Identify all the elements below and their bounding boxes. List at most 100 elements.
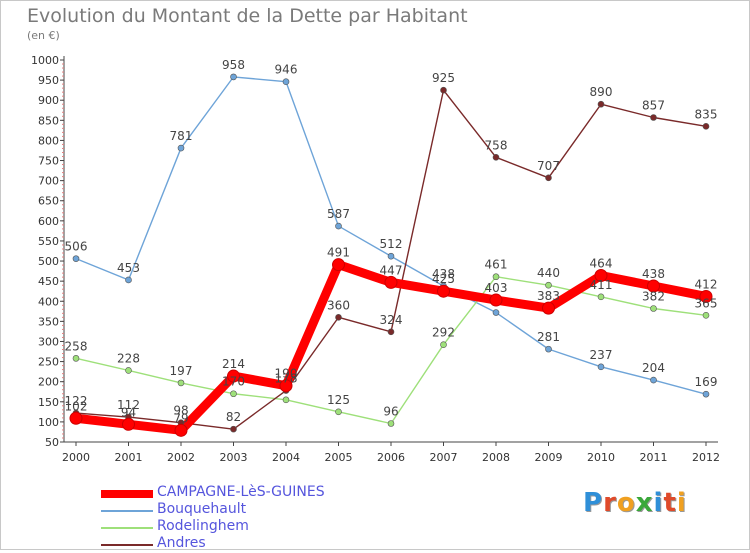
- data-point-1-10: [597, 363, 605, 371]
- data-point-3-3: [230, 425, 237, 433]
- data-label-3-1: 112: [117, 398, 140, 412]
- legend-item-campagne[interactable]: CAMPAGNE-LèS-GUINES: [101, 484, 421, 502]
- legend-swatch-rodelinghem: [101, 527, 153, 529]
- y-tick-label: 400: [38, 295, 59, 308]
- data-labels: 102 94 79 214 190 491 447 425 403 383 464 438 412 506…: [65, 58, 718, 425]
- legend-item-bouquehault[interactable]: Bouquehault: [101, 501, 421, 519]
- data-point-0-1: [122, 417, 135, 431]
- data-point-0-9: [542, 301, 555, 315]
- data-label-2-12: 365: [695, 296, 718, 310]
- x-tick-label: 2003: [220, 451, 248, 464]
- data-point-2-9: [545, 281, 552, 289]
- data-label-2-10: 411: [590, 278, 613, 292]
- series-line-1: [75, 76, 707, 395]
- data-point-1-8: [492, 309, 500, 316]
- x-tick-label: 2005: [325, 451, 353, 464]
- data-point-0-2: [174, 423, 188, 437]
- y-tick-label: 1000: [31, 54, 59, 67]
- data-label-0-12: 412: [695, 277, 718, 291]
- data-point-2-8: [492, 273, 500, 281]
- data-point-2-10: [597, 293, 605, 301]
- data-label-0-6: 447: [380, 263, 403, 277]
- data-label-1-11: 204: [642, 361, 665, 375]
- y-tick-label: 650: [38, 195, 59, 208]
- data-label-2-9: 440: [537, 266, 560, 280]
- data-label-0-4: 190: [275, 367, 298, 381]
- y-tick-label: 700: [38, 175, 59, 188]
- data-label-2-5: 125: [327, 393, 350, 407]
- data-point-2-1: [125, 367, 132, 374]
- legend-swatch-campagne: [101, 490, 153, 498]
- y-tick-label: 550: [38, 235, 59, 248]
- legend: CAMPAGNE-LèS-GUINES Bouquehault Rodeling…: [101, 484, 421, 553]
- data-point-3-8: [492, 154, 500, 161]
- y-tick-label: 500: [38, 255, 59, 268]
- data-point-0-8: [489, 293, 503, 307]
- x-tick-label: 2000: [62, 451, 90, 464]
- data-label-3-2: 98: [173, 404, 188, 418]
- data-label-0-2: 79: [173, 411, 188, 425]
- x-tick-label: 2007: [430, 451, 458, 464]
- data-label-3-9: 707: [537, 159, 560, 173]
- data-label-2-7: 292: [432, 326, 455, 340]
- data-label-0-3: 214: [222, 357, 245, 371]
- legend-label-bouquehault: Bouquehault: [157, 501, 247, 517]
- data-label-0-0: 102: [65, 399, 88, 413]
- data-point-2-4: [282, 396, 290, 404]
- data-point-3-5: [335, 314, 342, 321]
- data-point-2-0: [72, 355, 80, 362]
- data-point-3-7: [440, 86, 447, 94]
- y-tick-label: 750: [38, 155, 59, 168]
- data-point-2-11: [650, 305, 657, 312]
- x-tick-label: 2008: [482, 451, 510, 464]
- legend-swatch-bouquehault: [101, 510, 153, 512]
- x-tick-label: 2006: [377, 451, 405, 464]
- data-point-3-10: [597, 100, 605, 108]
- data-label-1-6: 512: [380, 237, 403, 251]
- data-label-1-9: 281: [537, 330, 560, 344]
- legend-item-rodelinghem[interactable]: Rodelinghem: [101, 518, 421, 536]
- chart-title: Evolution du Montant de la Dette par Hab…: [27, 5, 468, 27]
- logo-letter: x: [635, 488, 654, 518]
- data-point-1-9: [545, 345, 552, 353]
- data-label-1-4: 946: [275, 63, 298, 77]
- data-label-1-10: 237: [590, 348, 613, 362]
- data-label-0-10: 464: [590, 257, 613, 271]
- y-tick-label: 900: [38, 94, 59, 107]
- data-point-3-9: [545, 174, 552, 182]
- data-label-0-5: 491: [327, 246, 350, 260]
- data-point-0-6: [384, 275, 398, 289]
- data-point-3-6: [387, 328, 395, 336]
- data-point-0-5: [332, 258, 345, 272]
- data-point-2-7: [440, 341, 447, 348]
- y-tick-label: 800: [38, 134, 59, 147]
- data-point-0-0: [69, 411, 83, 425]
- legend-label-campagne: CAMPAGNE-LèS-GUINES: [157, 484, 325, 500]
- data-label-1-12: 169: [695, 375, 718, 389]
- y-tick-label: 200: [38, 376, 59, 389]
- data-label-1-2: 781: [170, 129, 193, 143]
- x-tick-label: 2002: [167, 451, 195, 464]
- x-tick-label: 2011: [640, 451, 668, 464]
- legend-swatch-andres: [101, 544, 153, 546]
- data-label-0-7: 425: [432, 272, 455, 286]
- logo-letter: i: [653, 488, 664, 518]
- data-point-2-2: [177, 379, 185, 387]
- x-tick-label: 2004: [272, 451, 300, 464]
- y-tick-label: 250: [38, 356, 59, 369]
- chart-subtitle: (en €): [27, 29, 60, 42]
- data-point-1-0: [72, 255, 80, 262]
- data-label-1-0: 506: [65, 240, 88, 254]
- data-point-0-4: [279, 379, 293, 393]
- data-label-3-10: 890: [590, 85, 613, 99]
- data-point-2-6: [387, 420, 395, 427]
- data-label-2-3: 170: [222, 375, 245, 389]
- data-label-3-4: 178: [275, 372, 298, 386]
- y-tick-label: 950: [38, 74, 59, 87]
- series-points: [69, 73, 713, 437]
- data-point-1-1: [125, 276, 132, 284]
- legend-item-andres[interactable]: Andres: [101, 535, 421, 553]
- proxiti-logo: Proxiti: [583, 488, 687, 518]
